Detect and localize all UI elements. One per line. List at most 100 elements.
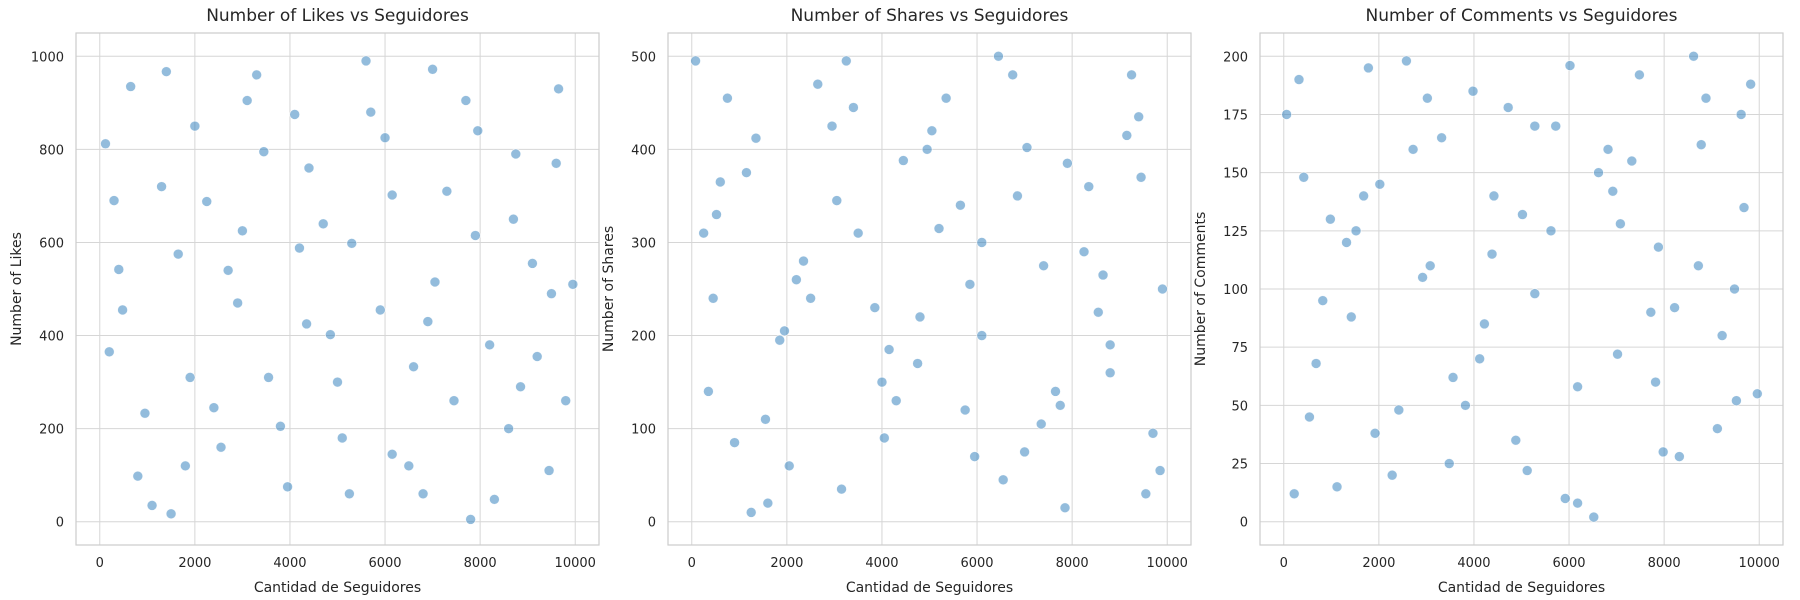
data-point — [1735, 109, 1747, 120]
data-point — [1298, 171, 1310, 183]
y-tick-label: 1000 — [31, 50, 64, 65]
data-point — [172, 248, 184, 260]
y-tick-label: 300 — [631, 236, 656, 251]
data-point — [1293, 74, 1305, 85]
x-tick-label: 2000 — [770, 556, 803, 571]
data-point — [484, 339, 495, 351]
y-tick-label: 0 — [56, 516, 64, 531]
data-point — [1559, 493, 1571, 504]
data-point — [914, 311, 926, 323]
data-point — [531, 351, 543, 362]
x-tick-label: 0 — [1280, 556, 1288, 571]
x-tick-label: 4000 — [273, 556, 306, 571]
data-point — [408, 361, 419, 373]
y-tick-label: 200 — [631, 330, 656, 345]
data-point — [1488, 190, 1500, 202]
data-point — [510, 148, 522, 160]
x-tick-label: 6000 — [960, 556, 993, 571]
data-point — [1700, 92, 1712, 104]
data-point — [1447, 372, 1459, 383]
data-point — [812, 78, 824, 90]
chart-title: Number of Likes vs Seguidores — [206, 6, 469, 26]
data-point — [1078, 246, 1090, 258]
y-tick-label: 500 — [631, 50, 656, 65]
data-point — [926, 125, 938, 137]
y-tick-label: 200 — [39, 423, 64, 438]
y-tick-label: 400 — [39, 330, 64, 345]
data-point — [750, 132, 762, 144]
data-point — [1007, 69, 1019, 81]
x-tick-label: 2000 — [178, 556, 211, 571]
y-tick-label: 200 — [1223, 50, 1248, 65]
data-point — [1424, 260, 1436, 272]
data-point — [1363, 62, 1374, 74]
data-point — [422, 316, 434, 327]
data-point — [1745, 78, 1757, 90]
data-point — [848, 102, 859, 113]
data-point — [1564, 60, 1576, 71]
y-tick-label: 100 — [1223, 283, 1248, 298]
data-point — [117, 304, 128, 316]
data-point — [1572, 381, 1583, 393]
data-point — [1021, 142, 1033, 153]
data-point — [876, 376, 888, 388]
data-point — [303, 162, 315, 174]
data-point — [774, 334, 786, 346]
data-point — [441, 185, 453, 197]
plot-area-frame — [1259, 32, 1784, 546]
data-point — [1059, 502, 1071, 514]
data-point — [1310, 358, 1322, 369]
data-point — [1126, 69, 1137, 81]
data-point — [826, 120, 838, 132]
data-point — [1062, 157, 1073, 169]
data-point — [1550, 120, 1562, 132]
data-point — [1019, 446, 1030, 458]
data-point — [263, 372, 274, 383]
x-tick-label: 6000 — [1552, 556, 1585, 571]
scatter-panel-3: 0 2000 4000 6000 8000 10000 0 25 50 75 100 125 150 17… — [1193, 6, 1784, 596]
data-point — [1467, 85, 1479, 97]
data-point — [332, 376, 343, 388]
x-tick-label: 10000 — [555, 556, 596, 571]
data-point — [1529, 120, 1541, 132]
data-point — [805, 292, 816, 304]
data-point — [232, 297, 244, 309]
data-point — [1460, 400, 1471, 411]
data-point — [1612, 348, 1623, 360]
data-point — [1281, 109, 1292, 120]
x-tick-label: 4000 — [1457, 556, 1490, 571]
data-point — [1521, 465, 1533, 476]
data-point — [1502, 102, 1514, 113]
data-point — [1121, 130, 1133, 141]
data-point — [1157, 283, 1168, 295]
data-point — [560, 395, 572, 407]
data-point — [1634, 69, 1645, 81]
data-point — [1154, 465, 1166, 476]
data-point — [125, 81, 137, 92]
data-point — [703, 386, 714, 397]
data-point — [132, 470, 144, 482]
data-point — [374, 304, 386, 316]
data-point — [1729, 283, 1740, 295]
data-point — [1615, 218, 1626, 230]
data-point — [1751, 388, 1763, 400]
data-point — [1529, 288, 1541, 300]
data-point — [1669, 302, 1680, 313]
data-point — [294, 242, 305, 254]
data-point — [317, 218, 329, 230]
data-point — [1738, 202, 1750, 213]
data-point — [831, 195, 843, 206]
data-point — [779, 325, 790, 337]
data-point — [1510, 434, 1522, 446]
data-point — [1716, 330, 1728, 341]
data-point — [139, 407, 151, 419]
data-point — [1304, 411, 1315, 423]
data-point — [465, 514, 476, 525]
data-point — [1083, 181, 1095, 192]
data-point — [959, 404, 971, 416]
data-point — [241, 95, 253, 106]
data-point — [215, 441, 227, 453]
data-point — [1422, 92, 1433, 104]
data-point — [1688, 50, 1699, 62]
data-point — [1133, 111, 1145, 123]
